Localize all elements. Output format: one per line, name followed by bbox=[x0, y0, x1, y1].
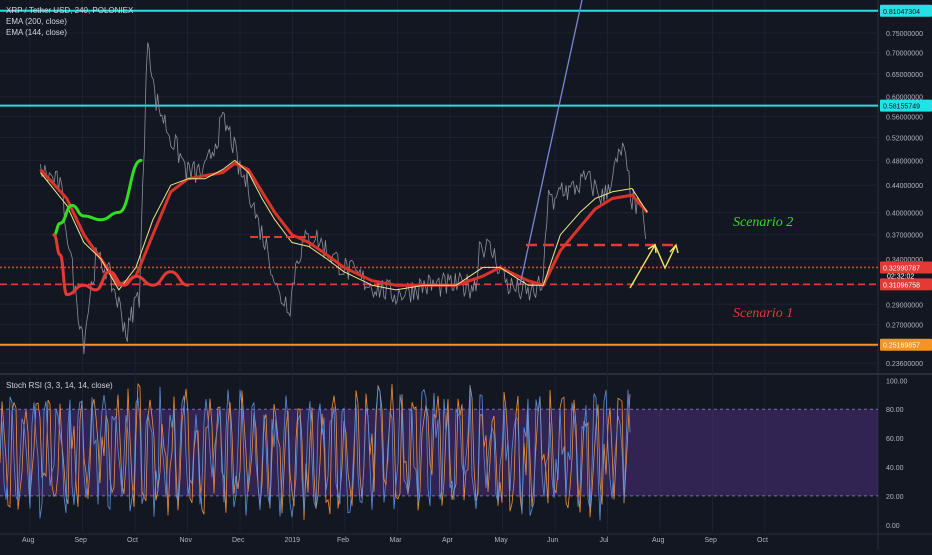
level-price-label: 0.25169857 bbox=[883, 343, 920, 350]
level-price-label: 0.31096758 bbox=[883, 282, 920, 289]
yellow-projection-path[interactable] bbox=[629, 243, 677, 289]
y-tick-label: 0.27000000 bbox=[886, 323, 923, 330]
rsi-tick-label: 20.00 bbox=[886, 494, 904, 501]
x-tick-label: Jul bbox=[600, 537, 609, 544]
level-price-tag bbox=[880, 338, 932, 351]
x-tick-label: Nov bbox=[180, 537, 193, 544]
stoch-rsi-legend[interactable]: Stoch RSI (3, 3, 14, 14, close) bbox=[6, 381, 113, 390]
level-price-tag bbox=[880, 261, 932, 274]
time-axis: Aug Sep Oct Nov Dec 2019 Feb Mar Apr May Jun Jul Aug… bbox=[22, 537, 768, 544]
x-tick-label: Oct bbox=[757, 537, 768, 544]
y-tick-label: 0.56000000 bbox=[886, 114, 923, 121]
scenario-2-label: Scenario 2 bbox=[733, 215, 794, 230]
legend-ema144[interactable]: EMA (144, close) bbox=[6, 28, 67, 37]
rsi-tick-label: 80.00 bbox=[886, 407, 904, 414]
legend-symbol[interactable]: XRP / Tether USD, 240, POLONIEX bbox=[6, 6, 134, 15]
x-tick-label: Sep bbox=[705, 537, 718, 544]
x-tick-label: 2019 bbox=[285, 537, 301, 544]
y-tick-label: 0.75000000 bbox=[886, 31, 923, 38]
x-tick-label: Jun bbox=[547, 537, 558, 544]
level-price-label: 0.58155749 bbox=[883, 104, 920, 111]
stoch-rsi-k-line bbox=[0, 384, 631, 521]
x-tick-label: Apr bbox=[442, 537, 454, 544]
chart-legend: XRP / Tether USD, 240, POLONIEX EMA (200… bbox=[6, 5, 133, 38]
trend-line[interactable] bbox=[519, 0, 583, 286]
x-tick-label: Dec bbox=[232, 537, 245, 544]
y-tick-label: 0.70000000 bbox=[886, 51, 923, 58]
rsi-tick-label: 100.00 bbox=[886, 378, 908, 385]
y-tick-label: 0.48000000 bbox=[886, 158, 923, 165]
legend-ema200[interactable]: EMA (200, close) bbox=[6, 17, 67, 26]
y-tick-label: 0.34000000 bbox=[886, 257, 923, 264]
y-tick-label: 0.37000000 bbox=[886, 233, 923, 240]
scenario-1-label: Scenario 1 bbox=[733, 306, 794, 321]
scenario-1-curve[interactable] bbox=[52, 233, 190, 297]
x-tick-label: Aug bbox=[652, 537, 665, 544]
x-tick-label: Sep bbox=[75, 537, 88, 544]
level-price-tag bbox=[880, 278, 932, 291]
x-tick-label: Aug bbox=[22, 537, 35, 544]
yellow-arrowhead bbox=[647, 243, 657, 254]
level-price-tag bbox=[880, 99, 932, 112]
x-tick-label: Mar bbox=[390, 537, 403, 544]
ema200-line bbox=[39, 161, 649, 287]
y-tick-label: 0.40000000 bbox=[886, 210, 923, 217]
y-tick-label: 0.52000000 bbox=[886, 136, 923, 143]
level-price-label: 0.81047304 bbox=[883, 9, 920, 16]
scenario-2-curve[interactable] bbox=[52, 158, 143, 237]
x-tick-label: Feb bbox=[337, 537, 349, 544]
x-tick-label: May bbox=[495, 537, 509, 544]
level-price-tag bbox=[880, 4, 932, 17]
x-tick-label: Oct bbox=[127, 537, 138, 544]
level-price-label: 0.32990787 bbox=[883, 265, 920, 272]
y-tick-label: 0.60000000 bbox=[886, 95, 923, 102]
stoch-rsi-d-line bbox=[0, 382, 631, 520]
ema144-line bbox=[40, 159, 648, 291]
y-tick-label: 0.29000000 bbox=[886, 302, 923, 309]
y-tick-label: 0.44000000 bbox=[886, 183, 923, 190]
rsi-tick-label: 60.00 bbox=[886, 436, 904, 443]
y-tick-label: 0.23600000 bbox=[886, 361, 923, 368]
rsi-tick-label: 40.00 bbox=[886, 465, 904, 472]
countdown-label: 02:32:02 bbox=[887, 273, 914, 280]
yellow-arrowhead bbox=[669, 243, 679, 254]
rsi-tick-label: 0.00 bbox=[886, 523, 900, 530]
y-tick-label: 0.65000000 bbox=[886, 72, 923, 79]
